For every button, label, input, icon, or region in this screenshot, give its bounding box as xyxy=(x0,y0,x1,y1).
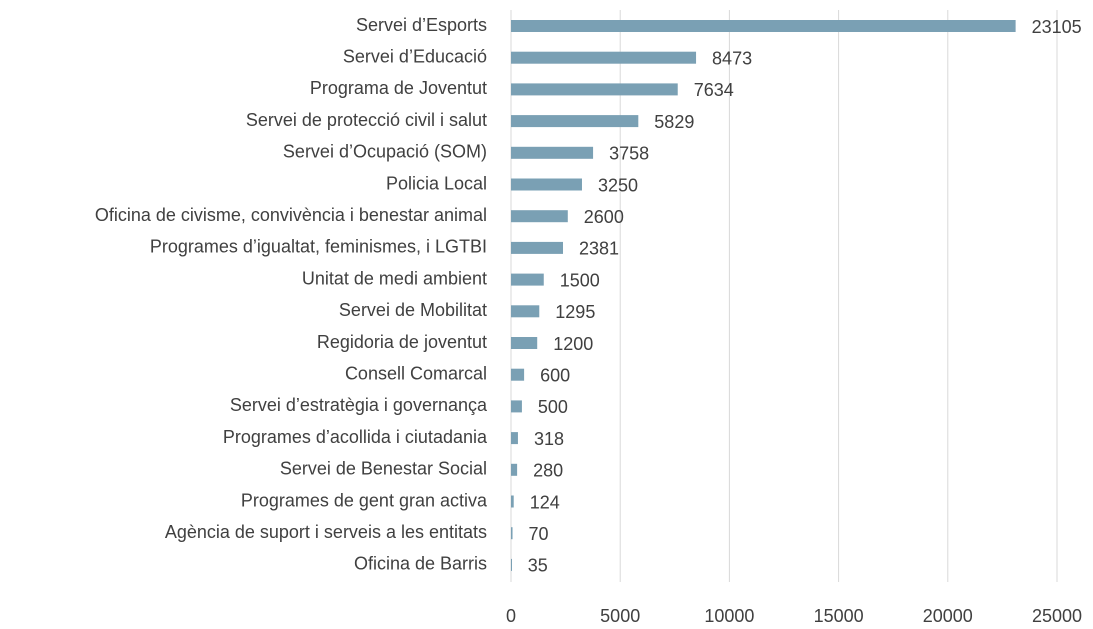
bar xyxy=(511,241,564,254)
value-label: 1500 xyxy=(560,270,600,290)
category-label: Policia Local xyxy=(386,173,487,193)
category-label: Oficina de Barris xyxy=(354,554,487,574)
bar xyxy=(511,20,1016,32)
category-label: Oficina de civisme, convivència i benest… xyxy=(95,205,487,225)
bar xyxy=(511,305,540,318)
category-label: Servei d’Ocupació (SOM) xyxy=(283,142,487,162)
value-label: 23105 xyxy=(1032,17,1082,37)
bar xyxy=(511,210,568,223)
value-label: 3758 xyxy=(609,144,649,164)
x-tick-label: 15000 xyxy=(814,606,864,626)
category-label: Programes d’acollida i ciutadania xyxy=(223,427,488,447)
category-label: Programes de gent gran activa xyxy=(241,490,488,510)
value-label: 35 xyxy=(528,556,548,576)
value-label: 600 xyxy=(540,365,570,385)
category-label: Consell Comarcal xyxy=(345,363,487,383)
category-label: Programes d’igualtat, feminismes, i LGTB… xyxy=(150,237,487,257)
bar xyxy=(511,495,514,508)
bar xyxy=(511,146,594,159)
value-label: 1200 xyxy=(553,334,593,354)
x-tick-label: 5000 xyxy=(600,606,640,626)
value-label: 2600 xyxy=(584,207,624,227)
bar xyxy=(511,178,582,191)
x-tick-label: 10000 xyxy=(704,606,754,626)
value-label: 3250 xyxy=(598,175,638,195)
category-label: Unitat de medi ambient xyxy=(302,268,487,288)
value-label: 8473 xyxy=(712,48,752,68)
category-label: Servei de protecció civil i salut xyxy=(246,110,487,130)
bar xyxy=(511,558,512,571)
bar xyxy=(511,51,697,64)
category-label: Regidoria de joventut xyxy=(317,332,487,352)
x-tick-label: 25000 xyxy=(1032,606,1082,626)
value-label: 500 xyxy=(538,397,568,417)
category-label: Servei d’Educació xyxy=(343,46,487,66)
value-label: 280 xyxy=(533,461,563,481)
category-label: Servei de Mobilitat xyxy=(339,300,487,320)
value-label: 5829 xyxy=(654,112,694,132)
category-label: Programa de Joventut xyxy=(310,78,487,98)
category-label: Agència de suport i serveis a les entita… xyxy=(165,522,487,542)
bar xyxy=(511,527,513,540)
x-tick-label: 0 xyxy=(506,606,516,626)
value-label: 1295 xyxy=(555,302,595,322)
value-label: 124 xyxy=(530,492,560,512)
bar xyxy=(511,115,639,128)
value-label: 7634 xyxy=(694,80,734,100)
value-label: 70 xyxy=(529,524,549,544)
category-label: Servei d’Esports xyxy=(356,15,487,35)
x-tick-label: 20000 xyxy=(923,606,973,626)
bar xyxy=(511,83,678,96)
value-label: 318 xyxy=(534,429,564,449)
bar xyxy=(511,368,525,381)
category-label: Servei de Benestar Social xyxy=(280,459,487,479)
category-label: Servei d’estratègia i governança xyxy=(230,395,488,415)
bar xyxy=(511,463,518,476)
bar xyxy=(511,273,544,286)
bar xyxy=(511,432,518,445)
value-label: 2381 xyxy=(579,239,619,259)
bar xyxy=(511,400,522,413)
bar xyxy=(511,337,538,349)
